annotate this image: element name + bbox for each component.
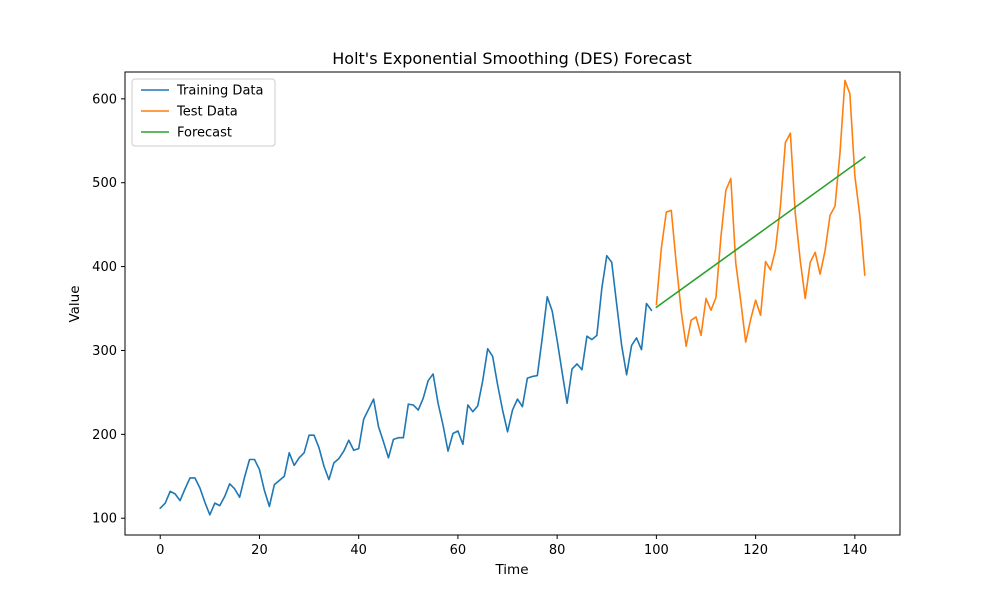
chart-title: Holt's Exponential Smoothing (DES) Forec… (332, 49, 691, 68)
x-tick-label: 0 (156, 543, 164, 558)
legend-label: Test Data (176, 105, 238, 120)
x-tick-label: 40 (350, 543, 367, 558)
y-tick-label: 300 (92, 344, 117, 359)
x-tick-label: 20 (251, 543, 268, 558)
y-tick-label: 200 (92, 428, 117, 443)
legend: Training Data Test Data Forecast (131, 78, 276, 147)
y-axis-title: Value (67, 285, 83, 322)
x-tick-label: 120 (743, 543, 768, 558)
y-tick-label: 500 (92, 176, 117, 191)
x-tick-label: 80 (549, 543, 566, 558)
legend-box (131, 78, 276, 147)
series-line-0 (159, 254, 653, 516)
y-tick-label: 600 (92, 92, 117, 107)
legend-label: Forecast (177, 126, 232, 141)
y-tick-label: 100 (92, 512, 117, 527)
y-tick-label: 400 (92, 260, 117, 275)
plot-area: 0 20 40 60 80 100 120 140 100 200 300 400 500 600 (92, 71, 901, 558)
x-tick-label: 60 (450, 543, 467, 558)
series-line-1 (655, 79, 866, 348)
x-tick-label: 100 (644, 543, 669, 558)
x-axis-title: Time (494, 562, 528, 578)
legend-label: Training Data (176, 84, 263, 99)
x-tick-label: 140 (842, 543, 867, 558)
plot-frame (124, 71, 901, 536)
series-line-2 (655, 156, 866, 309)
